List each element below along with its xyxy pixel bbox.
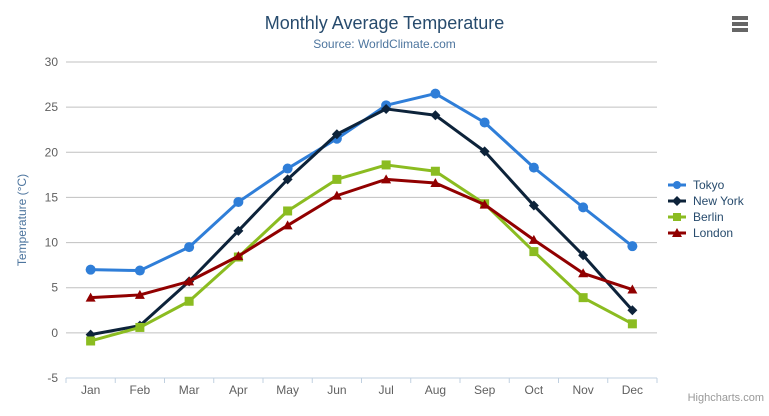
x-axis-category-label: Apr <box>229 383 248 397</box>
y-axis-tick-label: 5 <box>51 281 58 295</box>
data-point-berlin[interactable] <box>529 247 539 257</box>
data-point-berlin[interactable] <box>184 296 194 306</box>
highcharts-credits-link[interactable]: Highcharts.com <box>687 392 764 404</box>
y-axis-tick-label: 25 <box>45 100 59 114</box>
series-line-berlin[interactable] <box>89 163 634 343</box>
legend-label-new-york: New York <box>693 194 744 208</box>
diamond-legend-marker-icon <box>668 196 686 206</box>
data-point-new-york[interactable] <box>627 305 638 316</box>
x-axis-category-label: Mar <box>179 383 200 397</box>
data-point-new-york[interactable] <box>430 110 441 121</box>
data-point-london[interactable] <box>134 289 145 299</box>
x-axis-category-label: Jul <box>378 383 393 397</box>
series-line-london[interactable] <box>89 177 634 300</box>
x-axis-category-label: Jan <box>81 383 100 397</box>
series-line-new-york[interactable] <box>89 107 634 337</box>
hamburger-bar <box>732 16 748 20</box>
data-point-london[interactable] <box>430 177 441 187</box>
x-axis-category-label: Sep <box>474 383 496 397</box>
data-point-tokyo[interactable] <box>85 264 96 275</box>
y-axis-tick-label: 10 <box>45 236 59 250</box>
x-axis-category-label: Feb <box>130 383 151 397</box>
data-point-tokyo[interactable] <box>479 117 490 128</box>
x-axis-category-label: Jun <box>327 383 346 397</box>
data-point-london[interactable] <box>627 284 638 294</box>
y-axis-title: Temperature (°C) <box>15 173 29 267</box>
data-point-new-york[interactable] <box>233 225 244 236</box>
x-axis-category-label: Nov <box>572 383 593 397</box>
circle-legend-marker-icon <box>668 181 686 189</box>
triangle-legend-marker-icon <box>668 228 686 237</box>
data-point-tokyo[interactable] <box>627 241 638 252</box>
data-point-berlin[interactable] <box>381 160 391 170</box>
hamburger-bar <box>732 28 748 32</box>
chart-title: Monthly Average Temperature <box>264 13 505 33</box>
x-axis-category-label: Aug <box>425 383 446 397</box>
data-point-london[interactable] <box>479 199 490 209</box>
x-axis-category-label: Dec <box>622 383 643 397</box>
legend-item-berlin[interactable]: Berlin <box>668 209 744 225</box>
legend-item-tokyo[interactable]: Tokyo <box>668 177 744 193</box>
data-point-tokyo[interactable] <box>134 265 145 276</box>
data-point-london[interactable] <box>85 292 96 302</box>
y-axis-tick-label: 20 <box>45 145 59 159</box>
data-point-berlin[interactable] <box>627 319 637 329</box>
data-point-berlin[interactable] <box>332 174 342 184</box>
hamburger-menu-icon[interactable] <box>732 15 752 33</box>
x-axis-category-label: Oct <box>525 383 544 397</box>
data-point-tokyo[interactable] <box>430 88 441 99</box>
hamburger-bar <box>732 22 748 26</box>
y-axis-tick-label: 15 <box>45 190 59 204</box>
data-point-new-york[interactable] <box>282 174 293 185</box>
data-point-tokyo[interactable] <box>233 196 244 207</box>
chart-subtitle: Source: WorldClimate.com <box>313 37 456 51</box>
data-point-new-york[interactable] <box>528 200 539 211</box>
legend-label-tokyo: Tokyo <box>693 178 725 192</box>
data-point-new-york[interactable] <box>578 250 589 261</box>
data-point-berlin[interactable] <box>283 206 293 216</box>
legend-label-london: London <box>693 226 734 240</box>
y-axis-tick-label: 0 <box>51 326 58 340</box>
data-point-tokyo[interactable] <box>184 242 195 253</box>
data-point-london[interactable] <box>381 174 392 184</box>
data-point-berlin[interactable] <box>135 322 145 332</box>
data-point-new-york[interactable] <box>381 103 392 114</box>
legend-label-berlin: Berlin <box>693 210 724 224</box>
y-axis-tick-label: 30 <box>45 55 59 69</box>
data-point-london[interactable] <box>233 251 244 261</box>
data-point-tokyo[interactable] <box>578 202 589 213</box>
data-point-berlin[interactable] <box>578 293 588 303</box>
data-point-london[interactable] <box>528 234 539 244</box>
data-point-new-york[interactable] <box>479 146 490 157</box>
data-point-london[interactable] <box>184 276 195 286</box>
data-point-london[interactable] <box>282 220 293 230</box>
data-point-berlin[interactable] <box>86 336 96 346</box>
x-axis-category-label: May <box>276 383 299 397</box>
legend-item-new-york[interactable]: New York <box>668 193 744 209</box>
legend: Tokyo New York Berlin London <box>668 177 744 241</box>
data-point-berlin[interactable] <box>430 166 440 176</box>
y-axis-tick-label: -5 <box>47 371 58 385</box>
data-point-tokyo[interactable] <box>282 163 293 174</box>
data-point-london[interactable] <box>578 268 589 278</box>
legend-item-london[interactable]: London <box>668 225 744 241</box>
data-point-tokyo[interactable] <box>528 162 539 173</box>
data-point-london[interactable] <box>331 190 342 200</box>
data-point-new-york[interactable] <box>331 129 342 140</box>
square-legend-marker-icon <box>668 213 686 221</box>
